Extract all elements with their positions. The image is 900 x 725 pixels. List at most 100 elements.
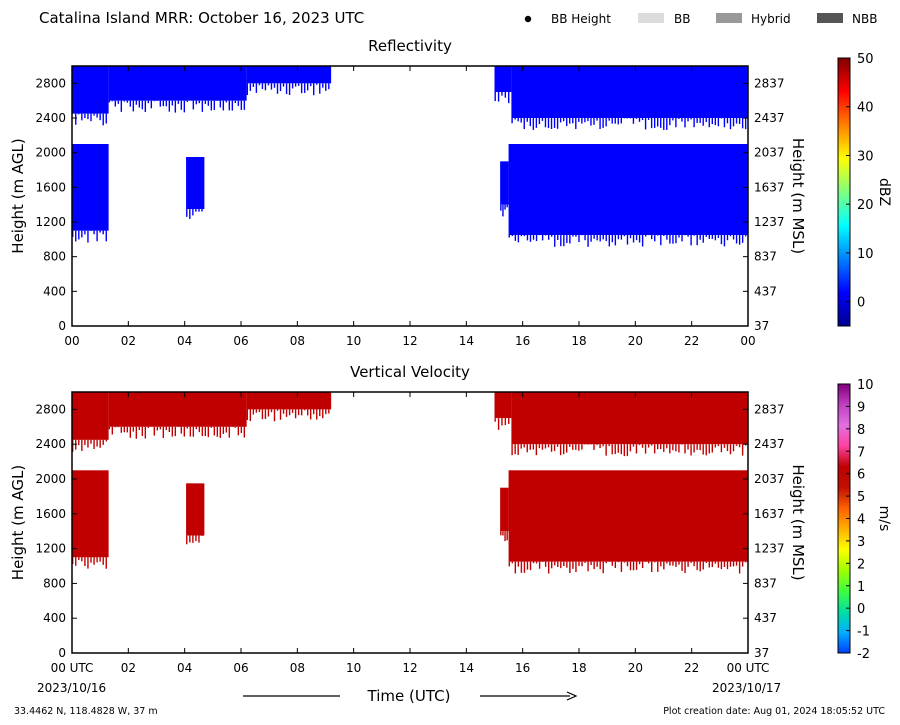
heatmap-streak [578, 561, 580, 566]
heatmap-streak [605, 235, 607, 242]
heatmap-streak [687, 118, 689, 122]
heatmap-streak [678, 444, 680, 453]
heatmap-streak [723, 118, 726, 128]
heatmap-streak [532, 235, 535, 240]
heatmap-region [511, 392, 748, 445]
heatmap-streak [738, 561, 741, 574]
heatmap-streak [255, 409, 258, 413]
heatmap-streak [105, 113, 107, 124]
heatmap-streak [696, 561, 698, 571]
heatmap-streak [276, 83, 279, 94]
heatmap-streak [626, 235, 629, 245]
heatmap-streak [511, 444, 513, 456]
heatmap-streak [584, 235, 586, 241]
heatmap-streak [240, 426, 243, 434]
heatmap-streak [201, 426, 204, 437]
y-tick-label: 1200 [35, 542, 66, 556]
y-tick-label: 400 [43, 611, 66, 625]
heatmap-streak [547, 561, 550, 574]
colorbar-tick-label: -1 [857, 625, 870, 640]
heatmap-streak [313, 409, 315, 415]
heatmap-streak [162, 100, 165, 107]
colorbar [837, 57, 851, 327]
heatmap-streak [504, 204, 506, 210]
heatmap-streak [611, 561, 614, 566]
heatmap-streak [544, 561, 547, 567]
heatmap-streak [84, 439, 86, 446]
heatmap-streak [638, 561, 641, 565]
heatmap-streak [651, 235, 653, 240]
heatmap-streak [617, 444, 619, 453]
heatmap-streak [204, 426, 207, 437]
heatmap-streak [581, 118, 583, 124]
heatmap-streak [647, 118, 650, 120]
heatmap-streak [300, 409, 303, 416]
colorbar-tick-label: 2 [857, 557, 865, 572]
heatmap-streak [523, 561, 526, 573]
heatmap-streak [720, 235, 723, 245]
x-tick-label: 04 [177, 334, 192, 348]
y-tick-label-right: 2837 [754, 402, 785, 416]
y-tick-label: 400 [43, 284, 66, 298]
heatmap-streak [291, 83, 294, 89]
heatmap-streak [569, 444, 571, 447]
heatmap-streak [198, 209, 200, 212]
heatmap-streak [183, 426, 186, 437]
y-tick-label-right: 1637 [754, 507, 785, 521]
heatmap-streak [171, 426, 174, 437]
heatmap-streak [506, 204, 508, 208]
heatmap-streak [657, 561, 659, 572]
heatmap-streak [693, 444, 695, 453]
heatmap-streak [632, 444, 635, 447]
heatmap-streak [159, 426, 162, 430]
colorbar-tick-label: 50 [857, 52, 874, 67]
heatmap-region [72, 144, 109, 231]
y-tick-label: 2400 [35, 437, 66, 451]
heatmap-streak [541, 444, 544, 450]
heatmap-streak [141, 100, 144, 110]
heatmap-streak [75, 557, 77, 566]
heatmap-streak [593, 118, 595, 125]
heatmap-streak [614, 118, 616, 124]
colorbar-tick-label: -2 [857, 647, 870, 662]
x-tick-label: 02 [121, 334, 136, 348]
heatmap-streak [678, 118, 680, 119]
heatmap-streak [653, 444, 656, 454]
heatmap-streak [99, 557, 101, 562]
heatmap-streak [699, 561, 701, 572]
heatmap-streak [535, 444, 538, 456]
heatmap-streak [714, 561, 717, 564]
heatmap-streak [535, 561, 538, 564]
heatmap-streak [669, 561, 671, 566]
heatmap-streak [219, 100, 222, 108]
heatmap-streak [87, 113, 89, 120]
heatmap-streak [75, 230, 77, 242]
heatmap-streak [641, 561, 644, 569]
figure-title: Catalina Island MRR: October 16, 2023 UT… [39, 9, 364, 27]
heatmap-streak [102, 230, 104, 235]
heatmap-streak [738, 118, 741, 124]
heatmap-streak [508, 561, 510, 567]
heatmap-streak [508, 92, 510, 104]
heatmap-streak [291, 409, 294, 413]
heatmap-streak [198, 426, 201, 433]
heatmap-streak [168, 426, 171, 432]
heatmap-region [511, 66, 748, 118]
heatmap-streak [231, 100, 234, 111]
heatmap-streak [102, 557, 104, 565]
y-tick-label: 2000 [35, 146, 66, 160]
heatmap-streak [635, 561, 638, 570]
heatmap-streak [508, 235, 510, 238]
heatmap-streak [672, 235, 674, 244]
heatmap-streak [165, 426, 168, 431]
heatmap-streak [147, 426, 150, 429]
heatmap-streak [294, 409, 297, 419]
heatmap-streak [705, 444, 707, 456]
time-axis-arrow-icon [566, 691, 578, 701]
colorbar-tick-label: 30 [857, 149, 874, 164]
heatmap-streak [93, 557, 95, 565]
heatmap-streak [556, 118, 559, 129]
heatmap-streak [325, 409, 327, 415]
heatmap-streak [635, 235, 638, 241]
